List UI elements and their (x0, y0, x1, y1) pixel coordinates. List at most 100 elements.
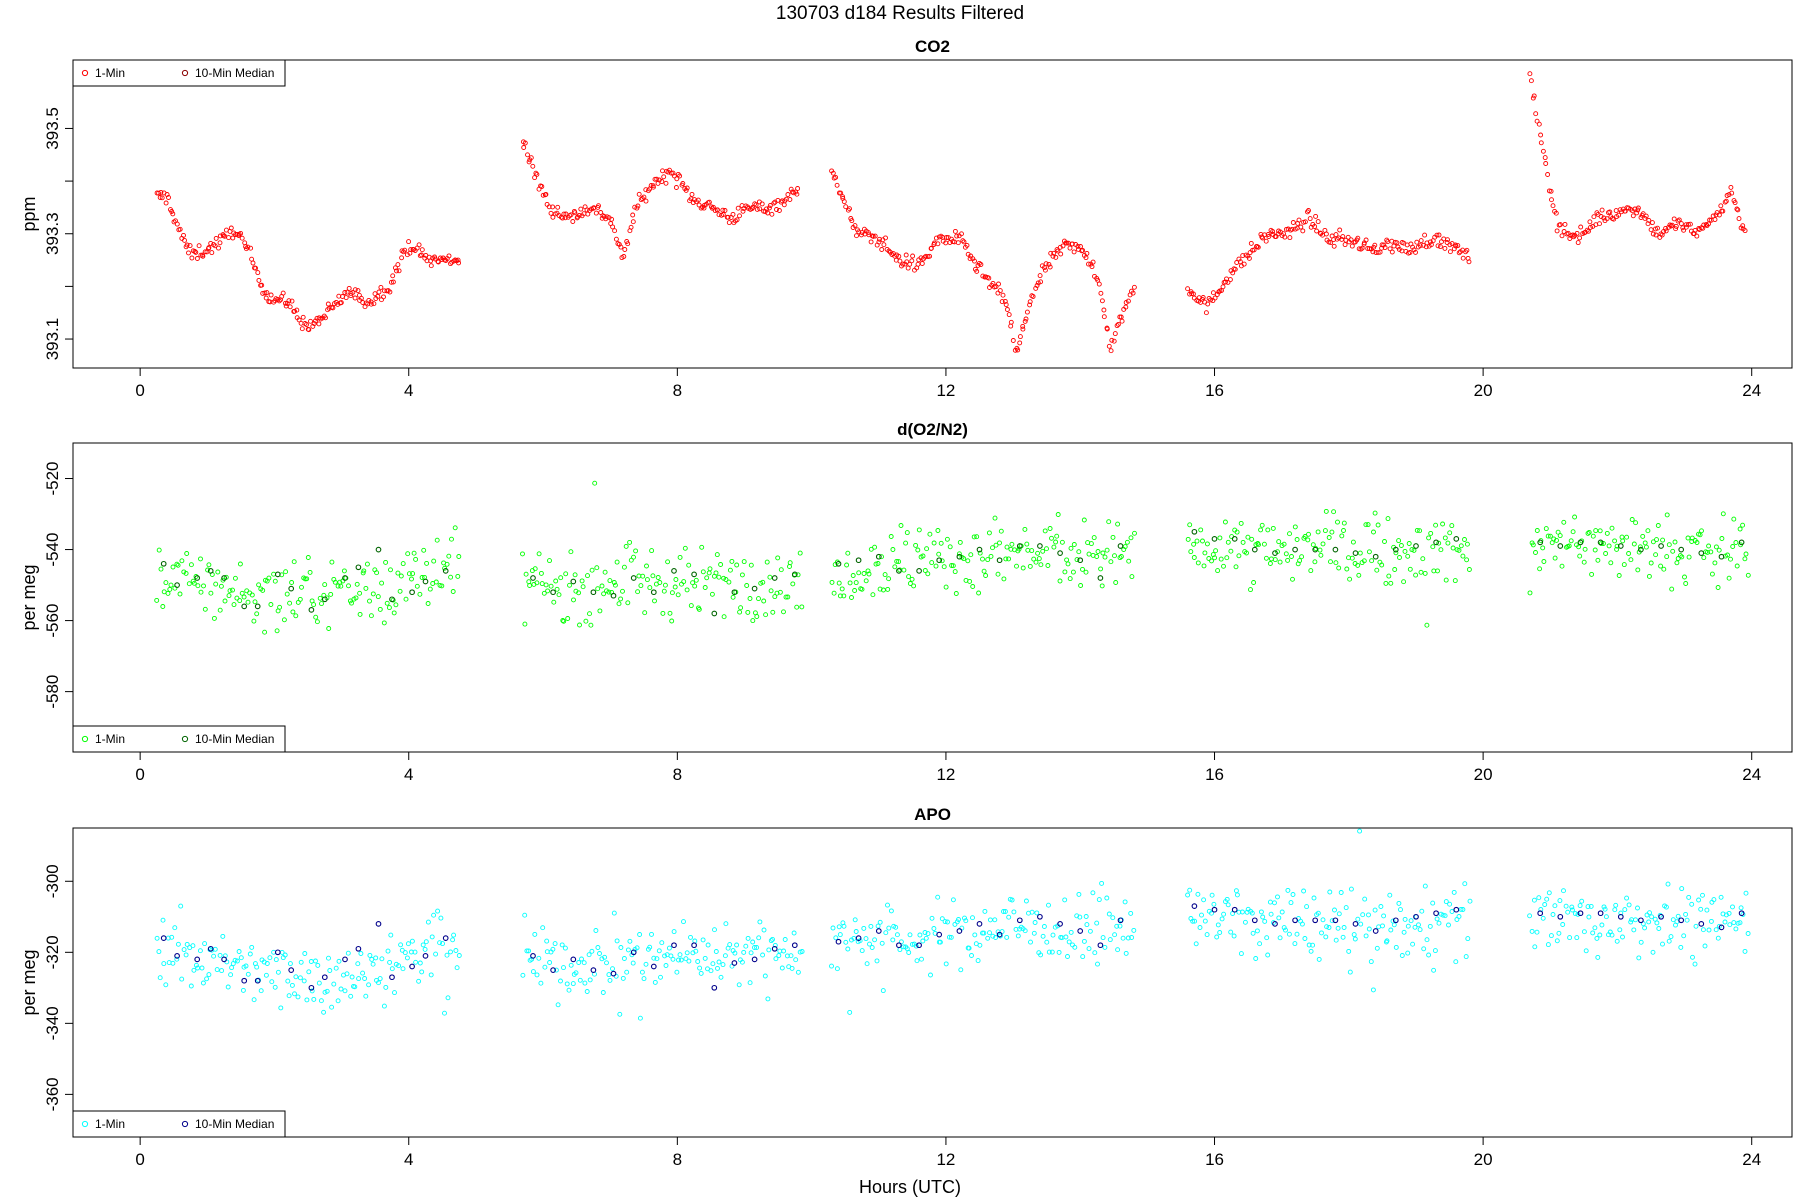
median-point (1292, 546, 1298, 553)
data-point (1290, 892, 1296, 897)
data-point (439, 583, 445, 589)
data-point (1534, 929, 1540, 935)
data-point (852, 917, 858, 923)
data-point (644, 563, 649, 569)
data-point (913, 943, 919, 949)
data-point (208, 590, 214, 596)
median-point (409, 963, 415, 970)
data-point (371, 301, 377, 307)
data-point (1730, 904, 1735, 910)
data-point (843, 939, 849, 945)
y-tick-label: -560 (43, 604, 62, 638)
data-point (316, 321, 322, 327)
data-point (1699, 528, 1704, 534)
data-point (1462, 537, 1467, 542)
data-point (391, 610, 397, 616)
panel-title: d(O2/N2) (897, 420, 968, 439)
median-point (976, 546, 983, 553)
data-point (1362, 896, 1368, 902)
data-point (349, 974, 355, 980)
data-point (1292, 941, 1298, 947)
data-point (1265, 527, 1271, 533)
data-point (660, 610, 666, 616)
data-point (368, 301, 374, 307)
median-point (1413, 543, 1419, 549)
data-point (768, 588, 774, 594)
data-point (1648, 227, 1654, 233)
data-point (600, 990, 606, 995)
data-point (909, 576, 915, 582)
data-point (1075, 243, 1081, 249)
data-point (1543, 161, 1549, 166)
data-point (1191, 295, 1197, 301)
data-point (745, 935, 751, 941)
data-point (251, 618, 257, 624)
data-point (157, 195, 163, 200)
data-point (1579, 898, 1585, 904)
data-point (1456, 547, 1462, 553)
data-point (977, 942, 983, 948)
data-point (226, 235, 232, 241)
data-point (572, 210, 578, 216)
data-point (1212, 295, 1218, 301)
data-point (1238, 951, 1244, 957)
data-point (552, 941, 558, 947)
data-point (777, 589, 783, 595)
data-point (668, 953, 674, 959)
median-point (254, 603, 261, 610)
data-point (175, 941, 181, 947)
data-point (923, 935, 929, 941)
data-point (399, 255, 405, 261)
data-point (390, 273, 396, 279)
data-point (544, 938, 550, 944)
data-point (534, 972, 540, 978)
data-point (669, 590, 675, 596)
data-point (167, 586, 173, 592)
data-point (232, 957, 238, 963)
data-point (589, 948, 595, 954)
data-point (781, 609, 786, 615)
data-point (783, 594, 789, 600)
data-point (1042, 265, 1047, 271)
data-point (1258, 527, 1264, 533)
data-point (386, 605, 392, 611)
data-point (387, 959, 393, 965)
data-point (1583, 948, 1589, 954)
median-point (855, 935, 862, 941)
data-point (654, 956, 660, 962)
data-point (715, 965, 720, 971)
data-point (1306, 531, 1311, 537)
median-point (1557, 543, 1564, 549)
data-point (1131, 284, 1137, 290)
data-point (353, 595, 359, 601)
data-point (1638, 939, 1644, 945)
data-point (1689, 901, 1695, 907)
data-point (542, 964, 548, 970)
data-point (1713, 927, 1719, 933)
data-point (522, 912, 528, 918)
data-point (684, 587, 690, 593)
data-point (1089, 264, 1095, 270)
data-point (1366, 549, 1372, 555)
data-point (1282, 234, 1288, 240)
data-point (1424, 937, 1430, 943)
data-point (1557, 898, 1563, 904)
data-point (1375, 522, 1381, 528)
data-point (548, 583, 554, 589)
data-point (263, 972, 269, 978)
data-point (1436, 232, 1442, 238)
data-point (293, 613, 299, 619)
data-point (625, 947, 631, 953)
data-point (1382, 539, 1387, 544)
data-point (915, 261, 921, 267)
data-point (375, 293, 381, 299)
data-point (1679, 554, 1685, 560)
data-point (1369, 558, 1375, 564)
data-point (318, 998, 324, 1004)
data-point (737, 609, 743, 615)
data-point (1663, 225, 1669, 231)
data-point (1102, 554, 1108, 560)
data-point (1689, 535, 1695, 541)
data-point (254, 611, 260, 617)
